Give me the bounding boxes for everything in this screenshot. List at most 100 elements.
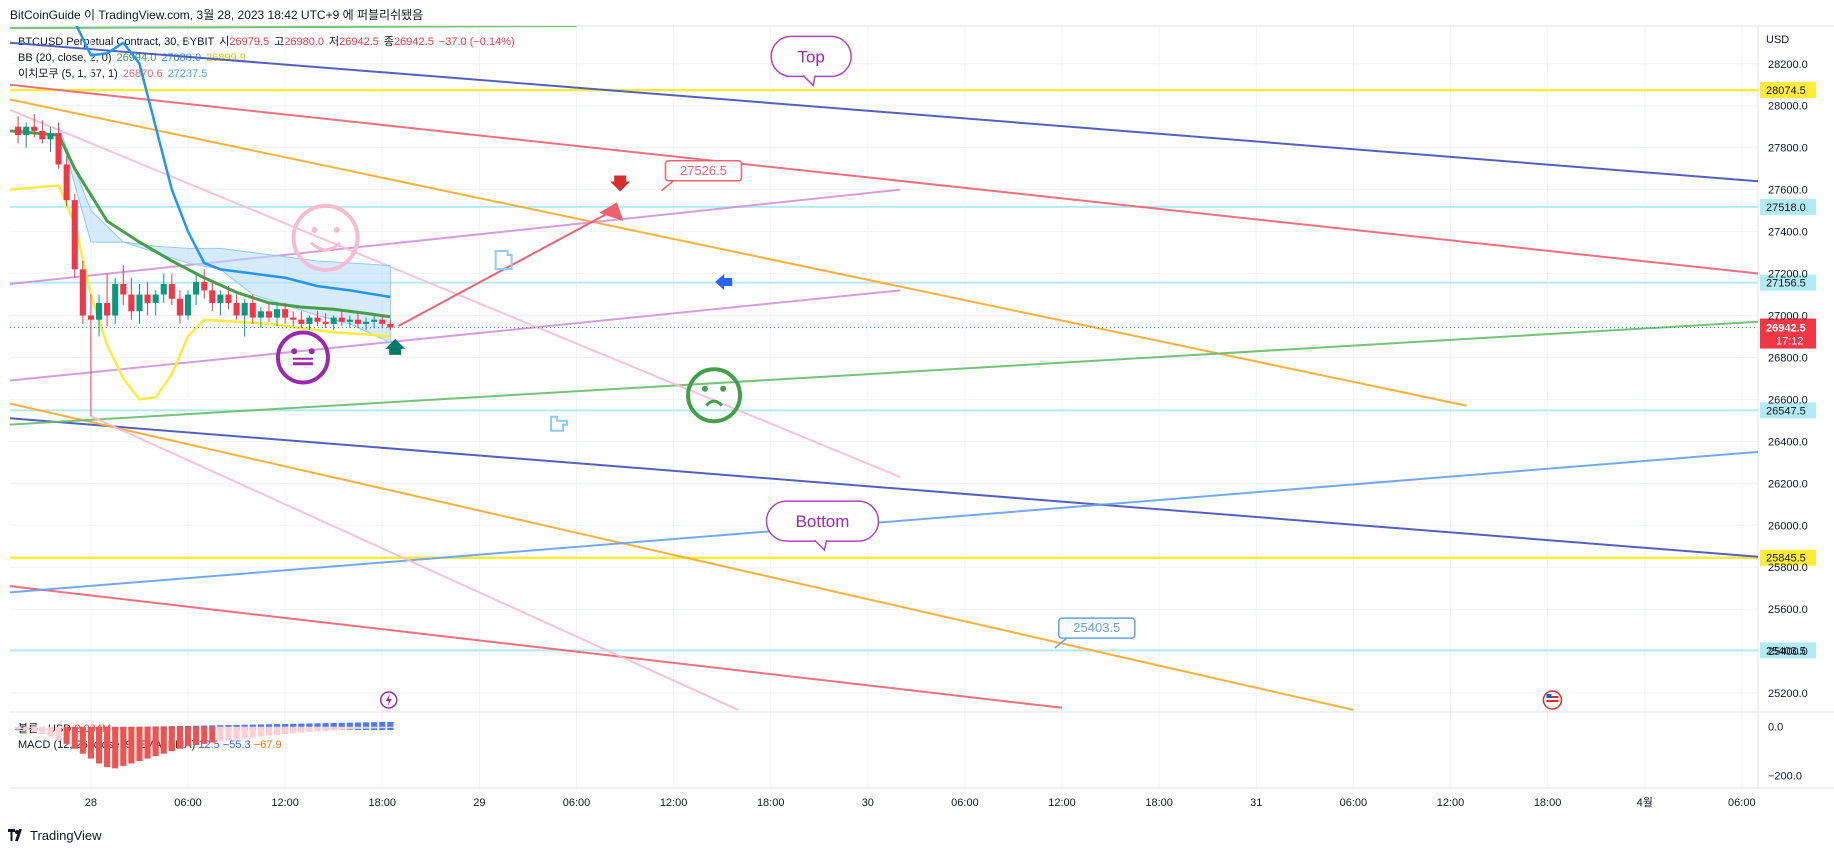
macd-hist-bar xyxy=(95,726,103,764)
volume-bar xyxy=(330,722,337,730)
volume-bar xyxy=(15,729,22,730)
macd-hist-bar xyxy=(176,726,183,749)
price-tick-label: 25200.0 xyxy=(1768,688,1808,700)
macd-hist-bar xyxy=(152,726,159,757)
candle xyxy=(55,122,62,169)
price-tick-label: 26400.0 xyxy=(1768,436,1808,448)
trend-line xyxy=(10,289,901,382)
target-up-label: 27526.5 xyxy=(661,160,743,192)
candle-body xyxy=(31,126,38,131)
candle xyxy=(363,317,370,331)
left-arrow-icon xyxy=(715,273,733,290)
candle-body xyxy=(39,130,46,140)
time-tick-label: 12:00 xyxy=(271,797,299,809)
time-tick-label: 06:00 xyxy=(1340,797,1368,809)
candle-body xyxy=(136,294,143,312)
candle xyxy=(168,273,175,306)
macd-hist-bar xyxy=(354,726,362,729)
hand-pointer-icon xyxy=(550,415,569,432)
candle xyxy=(15,116,22,144)
price-tick-label: 26200.0 xyxy=(1768,478,1808,490)
volume-bar xyxy=(354,722,362,730)
volume-bar xyxy=(379,722,386,730)
time-tick-label: 31 xyxy=(1250,797,1262,809)
candle-body xyxy=(193,281,200,295)
candle-body xyxy=(346,319,353,322)
trend-line xyxy=(10,108,901,478)
candle-body xyxy=(233,302,240,316)
candle-body xyxy=(330,317,337,324)
open-label: 시 xyxy=(219,36,230,48)
ichimoku-indicator-label[interactable]: 이치모쿠 (5, 1, 57, 1) xyxy=(18,68,118,80)
candle-body xyxy=(23,126,30,136)
macd-tick-label: 0.0 xyxy=(1768,722,1783,734)
price-level-text: 27518.0 xyxy=(1766,202,1806,214)
macd-hist-bar xyxy=(209,726,216,743)
main-legend: BTCUSD Perpetual Contract, 30, BYBIT 시 26… xyxy=(18,34,515,82)
candle xyxy=(354,313,362,329)
high-value: 26980.0 xyxy=(284,36,325,48)
sad-face-icon xyxy=(686,367,743,424)
time-tick-label: 18:00 xyxy=(1145,797,1173,809)
axis-unit: USD xyxy=(1766,34,1790,46)
candle xyxy=(249,294,256,324)
candle-body xyxy=(152,294,159,303)
candle xyxy=(184,290,192,320)
macd-hist-bar xyxy=(128,726,135,764)
volume-bar xyxy=(346,722,353,730)
trend-line xyxy=(10,402,1354,711)
candle-body xyxy=(298,319,305,324)
candle xyxy=(282,302,289,324)
neutral-face-icon xyxy=(275,330,330,385)
price-level-text: 25403.5 xyxy=(1766,645,1806,657)
price-level-text: 25845.5 xyxy=(1766,553,1806,565)
candle xyxy=(379,315,386,329)
bb-indicator-label[interactable]: BB (20, close, 2, 0) xyxy=(18,52,112,64)
symbol-title[interactable]: BTCUSD Perpetual Contract, 30, BYBIT xyxy=(18,36,215,48)
tradingview-icon xyxy=(8,829,22,841)
candle-body xyxy=(241,302,248,316)
macd-hist-bar xyxy=(257,726,264,737)
price-level-label: 28074.5 xyxy=(1760,82,1816,99)
candle xyxy=(47,126,54,152)
last-price-label: 26942.517:12 xyxy=(1760,318,1816,349)
time-tick-label: 12:00 xyxy=(660,797,688,809)
time-tick-label: 06:00 xyxy=(1728,797,1756,809)
candle xyxy=(306,315,313,331)
candle-body xyxy=(112,284,119,316)
candle-body xyxy=(120,284,127,295)
candle-body xyxy=(201,281,208,291)
candle xyxy=(104,273,111,326)
price-tick-label: 27800.0 xyxy=(1768,143,1808,155)
trend-line xyxy=(10,41,1758,183)
price-tick-label: 27400.0 xyxy=(1768,227,1808,239)
candle-body xyxy=(306,317,313,324)
candle-body xyxy=(387,323,394,328)
trend-line xyxy=(10,83,1758,275)
candle-body xyxy=(354,319,362,324)
candle xyxy=(87,294,94,417)
candle xyxy=(144,281,151,316)
candle-body xyxy=(168,284,175,299)
candle xyxy=(193,273,200,306)
candle xyxy=(112,277,119,324)
candle-body xyxy=(79,269,86,316)
happy-face-icon xyxy=(291,203,360,272)
tradingview-logo[interactable]: TradingView xyxy=(8,826,102,844)
candle xyxy=(241,298,248,337)
macd-hist-bar xyxy=(31,726,38,733)
price-tick-label: 26600.0 xyxy=(1768,394,1808,406)
macd-hist-bar xyxy=(249,726,256,738)
candle xyxy=(314,311,321,326)
candle xyxy=(95,294,103,337)
volume-bar xyxy=(314,723,321,730)
candle xyxy=(322,313,329,329)
macd-hist-bar xyxy=(387,726,394,728)
projection-arrow-line xyxy=(397,207,618,327)
candle xyxy=(257,307,264,329)
price-tick-label: 26000.0 xyxy=(1768,520,1808,532)
event-flash-icon xyxy=(379,691,398,709)
candle xyxy=(217,290,224,316)
candle-body xyxy=(290,317,297,320)
